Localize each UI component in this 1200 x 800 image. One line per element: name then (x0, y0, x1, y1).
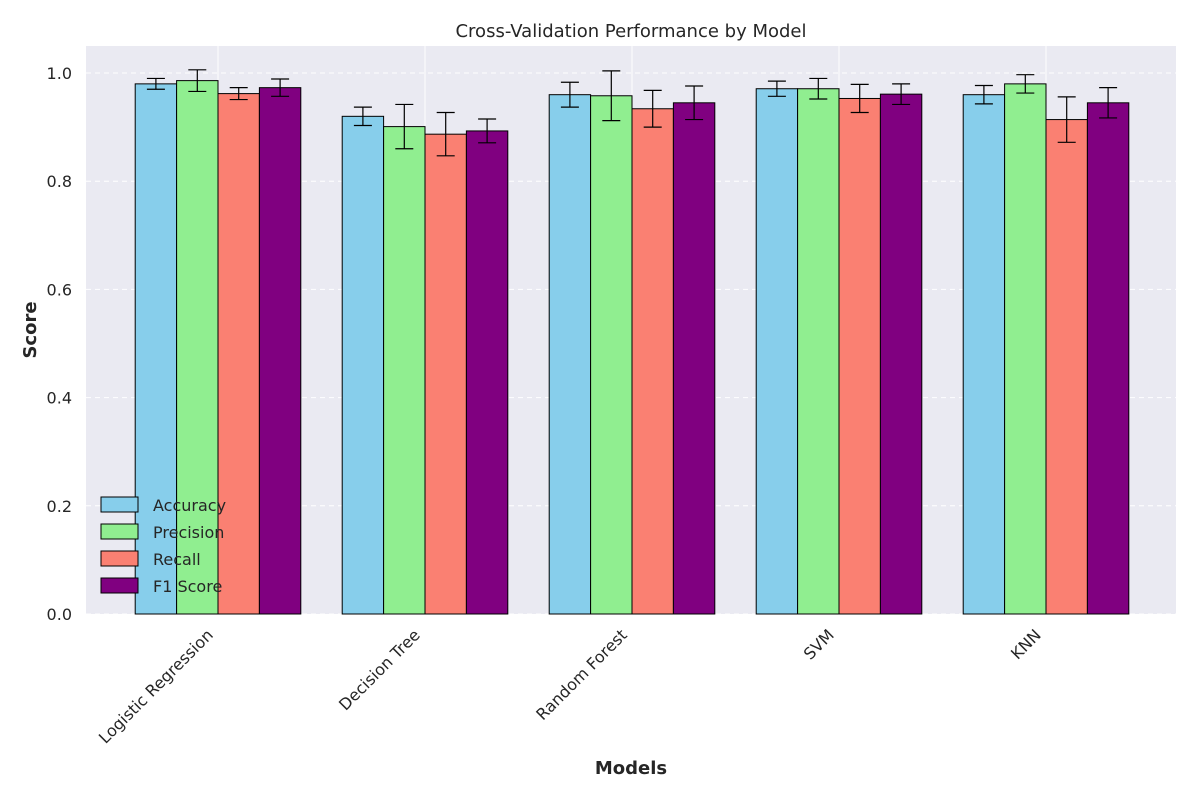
legend-swatch (100, 496, 139, 513)
bar-recall (424, 133, 467, 615)
y-tick-labels: 0.0 0.2 0.4 0.6 0.8 1.0 (47, 64, 72, 624)
x-axis-label: Models (595, 758, 667, 779)
legend-label: Precision (153, 523, 224, 542)
legend-label: Recall (153, 550, 201, 569)
y-axis-label: Score (20, 301, 41, 358)
bar-recall (631, 108, 674, 615)
bar-f1-score (672, 102, 716, 615)
bar-layer (134, 80, 1130, 615)
error-bar-layer (146, 69, 1118, 157)
y-tick-label: 0.8 (47, 172, 72, 191)
bar-recall (217, 93, 260, 615)
y-tick-label: 1.0 (47, 64, 72, 83)
bar-accuracy (548, 94, 592, 615)
chart-title: Cross-Validation Performance by Model (455, 21, 806, 42)
y-tick-label: 0.6 (47, 280, 72, 299)
bar-recall (838, 97, 881, 615)
y-tick-label: 0.0 (47, 605, 72, 624)
y-tick-label: 0.4 (47, 389, 72, 408)
bar-precision (797, 88, 840, 615)
legend-label: F1 Score (153, 577, 222, 596)
bar-f1-score (1086, 102, 1130, 615)
bar-accuracy (755, 88, 799, 615)
bar-f1-score (258, 87, 302, 615)
legend-swatch (100, 577, 139, 594)
legend-swatch (100, 550, 139, 567)
legend-swatch (100, 523, 139, 540)
bar-precision (383, 126, 426, 615)
bar-precision (1004, 83, 1047, 615)
bar-precision (590, 95, 633, 615)
y-tick-label: 0.2 (47, 497, 72, 516)
bar-recall (1045, 119, 1088, 615)
bar-f1-score (465, 130, 509, 615)
legend-label: Accuracy (153, 496, 226, 515)
bar-accuracy (962, 94, 1006, 615)
bar-accuracy (341, 115, 385, 615)
bar-f1-score (879, 93, 923, 615)
legend: Accuracy Precision Recall F1 Score (100, 496, 226, 596)
bar-accuracy (134, 83, 178, 615)
